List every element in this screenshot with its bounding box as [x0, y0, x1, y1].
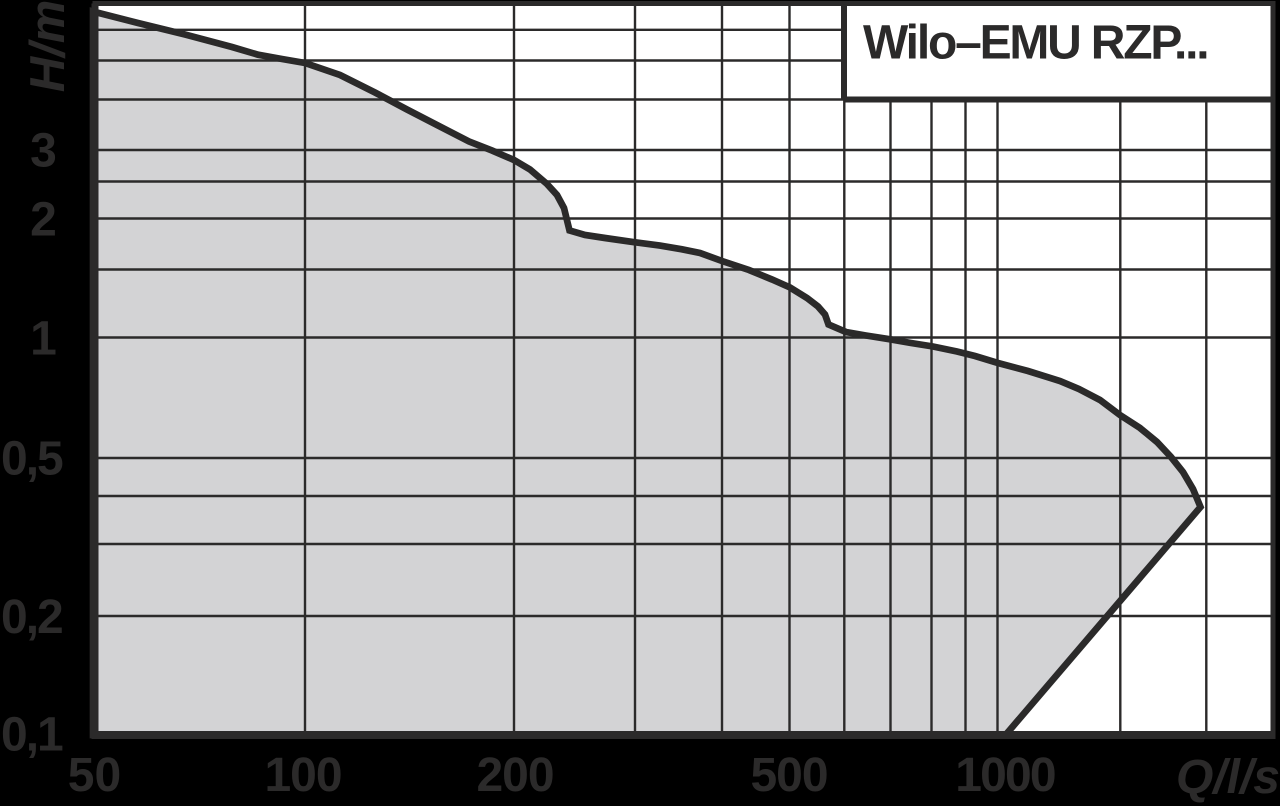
svg-text:3: 3 — [30, 125, 57, 178]
svg-text:0,2: 0,2 — [1, 591, 62, 644]
svg-text:200: 200 — [476, 749, 553, 802]
svg-text:Wilo–EMU RZP...: Wilo–EMU RZP... — [863, 17, 1207, 70]
svg-text:2: 2 — [30, 194, 57, 247]
svg-text:50: 50 — [68, 749, 121, 802]
svg-text:1: 1 — [30, 313, 57, 366]
svg-text:0,1: 0,1 — [1, 709, 63, 762]
svg-text:Q/l/s: Q/l/s — [1176, 751, 1280, 804]
svg-text:500: 500 — [750, 749, 827, 802]
svg-text:100: 100 — [264, 749, 341, 802]
svg-text:1000: 1000 — [955, 749, 1055, 802]
svg-text:0,5: 0,5 — [1, 433, 63, 486]
svg-text:H/m: H/m — [21, 0, 75, 92]
